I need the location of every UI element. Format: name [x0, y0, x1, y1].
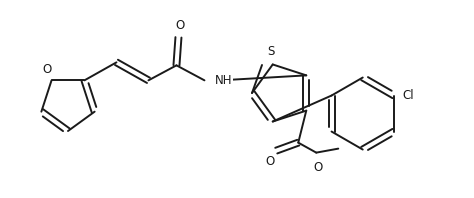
- Text: O: O: [42, 63, 51, 76]
- Text: O: O: [265, 155, 275, 168]
- Text: S: S: [267, 46, 274, 58]
- Text: NH: NH: [214, 74, 232, 87]
- Text: O: O: [176, 19, 185, 32]
- Text: Cl: Cl: [402, 89, 413, 102]
- Text: O: O: [314, 161, 323, 174]
